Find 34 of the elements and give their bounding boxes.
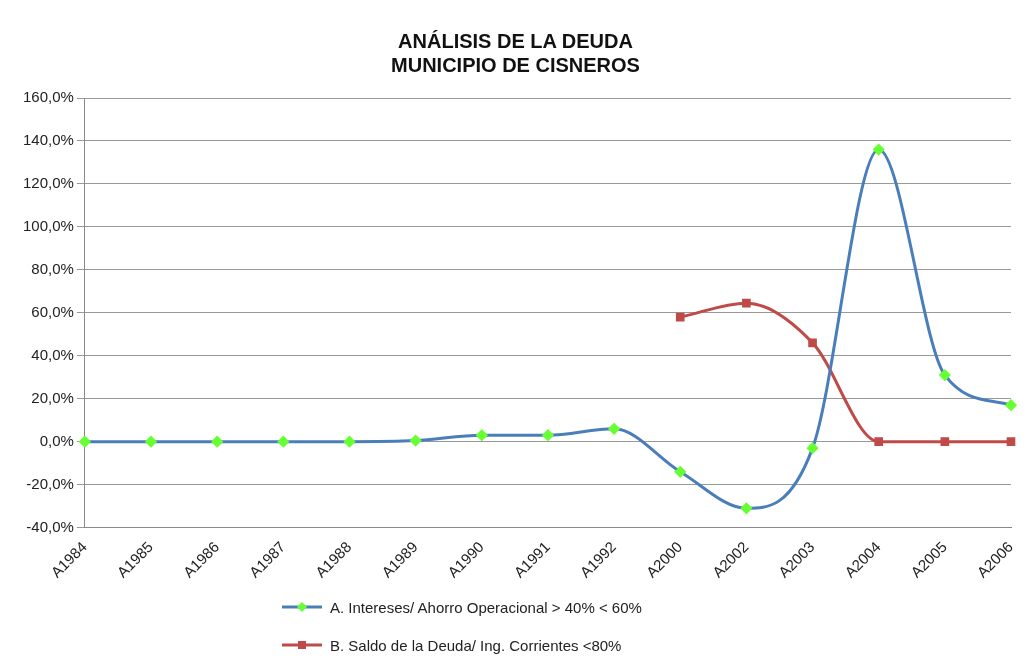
y-tick-label: 20,0% [31, 388, 74, 406]
point [1005, 399, 1017, 411]
y-tick-label: 60,0% [31, 302, 74, 320]
point [145, 436, 157, 448]
point [410, 435, 422, 447]
point [808, 338, 817, 348]
y-tick-label: 0,0% [39, 431, 74, 449]
chart-title: ANÁLISIS DE LA DEUDA MUNICIPIO DE CISNEROS [391, 29, 640, 76]
point [742, 298, 751, 308]
point [674, 466, 686, 478]
point [940, 437, 950, 447]
point [277, 436, 289, 448]
y-tick-label: 140,0% [23, 131, 74, 149]
point [939, 369, 951, 381]
y-tick-label: 40,0% [31, 345, 74, 363]
point [343, 436, 355, 448]
y-tick-label: 160,0% [23, 88, 74, 106]
y-tick-label: -20,0% [26, 474, 74, 492]
legend-label: A. Intereses/ Ahorro Operacional > 40% < 60% [330, 598, 642, 616]
y-tick-label: 80,0% [31, 259, 74, 277]
point [675, 312, 685, 322]
point [211, 436, 223, 448]
point [542, 429, 554, 441]
legend-label: B. Saldo de la Deuda/ Ing. Corrientes <80% [330, 636, 622, 654]
y-tick-label: 100,0% [23, 217, 74, 235]
point [608, 423, 620, 435]
point [874, 437, 884, 447]
point [807, 442, 819, 454]
point [1006, 437, 1016, 447]
point [873, 144, 885, 156]
y-tick-label: -40,0% [26, 517, 74, 535]
y-tick-label: 120,0% [23, 174, 74, 192]
point [476, 429, 488, 441]
point [740, 502, 752, 514]
